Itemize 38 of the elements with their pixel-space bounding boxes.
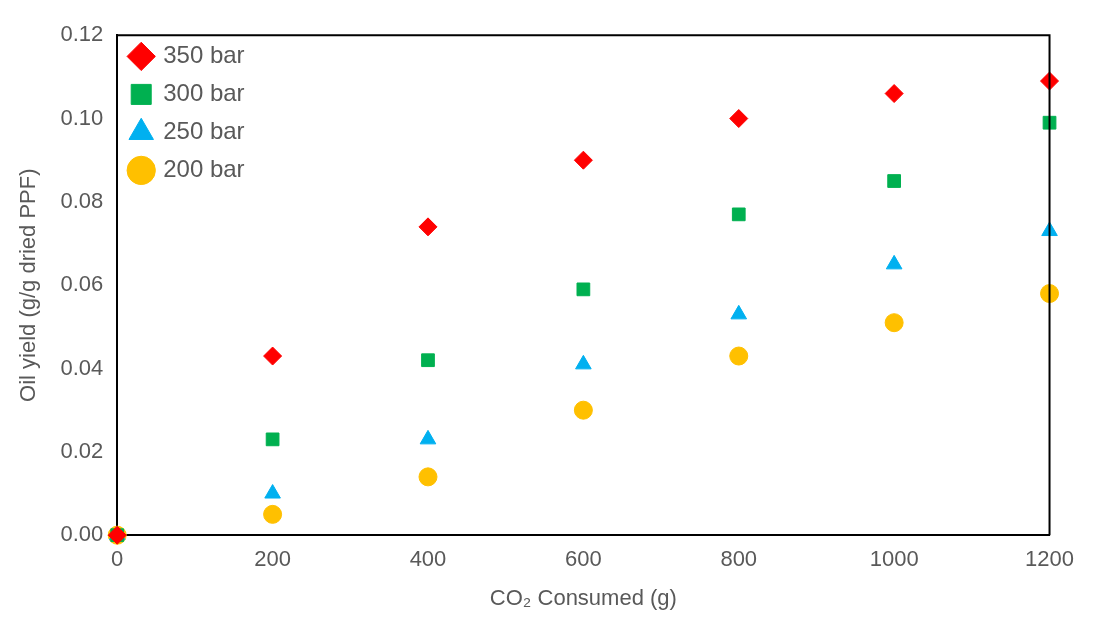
x-tick-label: 0: [111, 546, 124, 572]
point: [265, 432, 280, 447]
y-tick-label: 0.04: [60, 354, 104, 380]
y-tick-label: 0.12: [60, 21, 104, 47]
point: [729, 346, 749, 366]
x-axis-title: CO₂ Consumed (g): [489, 584, 677, 610]
legend-label: 350 bar: [163, 41, 245, 69]
legend-label: 200 bar: [163, 155, 245, 183]
x-tick-label: 600: [565, 546, 602, 572]
point: [263, 346, 283, 366]
point: [887, 174, 902, 188]
point: [729, 109, 749, 129]
x-tick-label: 400: [409, 546, 447, 572]
legend-label: 300 bar: [163, 79, 245, 107]
point: [884, 84, 904, 104]
legend-label: 250 bar: [163, 117, 245, 145]
x-tick-label: 1000: [869, 546, 919, 572]
y-tick-label: 0.08: [60, 187, 104, 213]
point: [731, 207, 746, 222]
y-axis-title: Oil yield (g/g dried PPF): [15, 168, 41, 402]
point: [1042, 115, 1057, 130]
point: [418, 217, 438, 237]
x-tick-label: 1200: [1025, 546, 1075, 572]
point: [421, 353, 435, 368]
point: [576, 282, 591, 297]
y-tick-label: 0.10: [60, 104, 104, 130]
y-tick-label: 0.00: [60, 521, 104, 547]
y-tick-label: 0.06: [60, 271, 104, 297]
point: [573, 400, 593, 420]
point: [418, 467, 438, 487]
y-tick-label: 0.02: [60, 437, 104, 463]
x-tick-label: 200: [254, 546, 291, 572]
point: [573, 150, 593, 170]
point: [263, 504, 283, 524]
point: [1040, 284, 1060, 304]
x-tick-label: 800: [720, 546, 758, 572]
point: [264, 484, 281, 499]
point: [884, 313, 904, 333]
